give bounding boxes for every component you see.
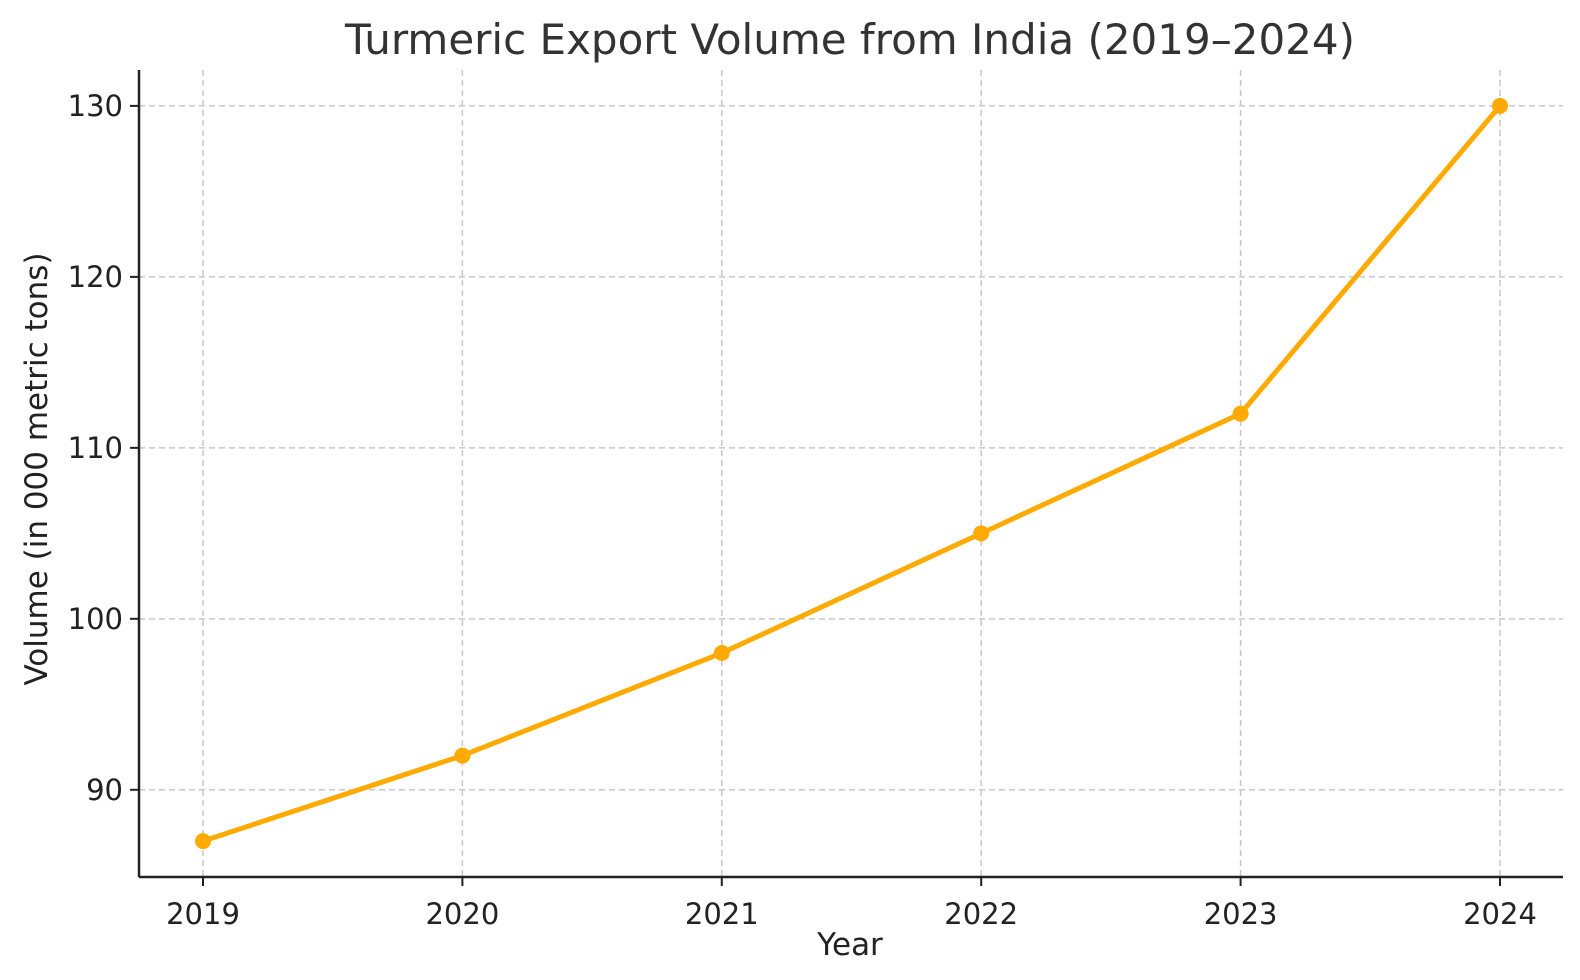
y-tick-label: 90 xyxy=(86,773,123,807)
axes xyxy=(137,70,1563,879)
y-tick-label: 130 xyxy=(68,89,123,123)
x-tick-label: 2024 xyxy=(1463,897,1537,931)
data-point xyxy=(454,747,471,764)
grid xyxy=(139,70,1563,877)
x-tick-label: 2023 xyxy=(1204,897,1278,931)
x-tick-label: 2021 xyxy=(685,897,759,931)
x-tick-label: 2020 xyxy=(425,897,499,931)
y-tick-label: 120 xyxy=(68,260,123,294)
ticks: 2019 2020 2021 2022 2023 2024 90 100 110 120 130 xyxy=(68,89,1537,931)
x-tick-label: 2019 xyxy=(166,897,240,931)
data-point xyxy=(195,833,211,850)
data-point xyxy=(973,525,990,542)
data-point xyxy=(1232,405,1249,422)
chart-title: Turmeric Export Volume from India (2019–… xyxy=(344,15,1355,64)
series-line xyxy=(200,103,1503,844)
series xyxy=(195,97,1508,850)
y-tick-label: 110 xyxy=(68,431,123,465)
data-point xyxy=(1492,97,1508,114)
data-point xyxy=(713,645,730,662)
x-axis-label: Year xyxy=(816,927,883,963)
y-axis-label: Volume (in 000 metric tons) xyxy=(19,252,55,685)
y-tick-label: 100 xyxy=(68,602,123,636)
x-tick-label: 2022 xyxy=(944,897,1018,931)
